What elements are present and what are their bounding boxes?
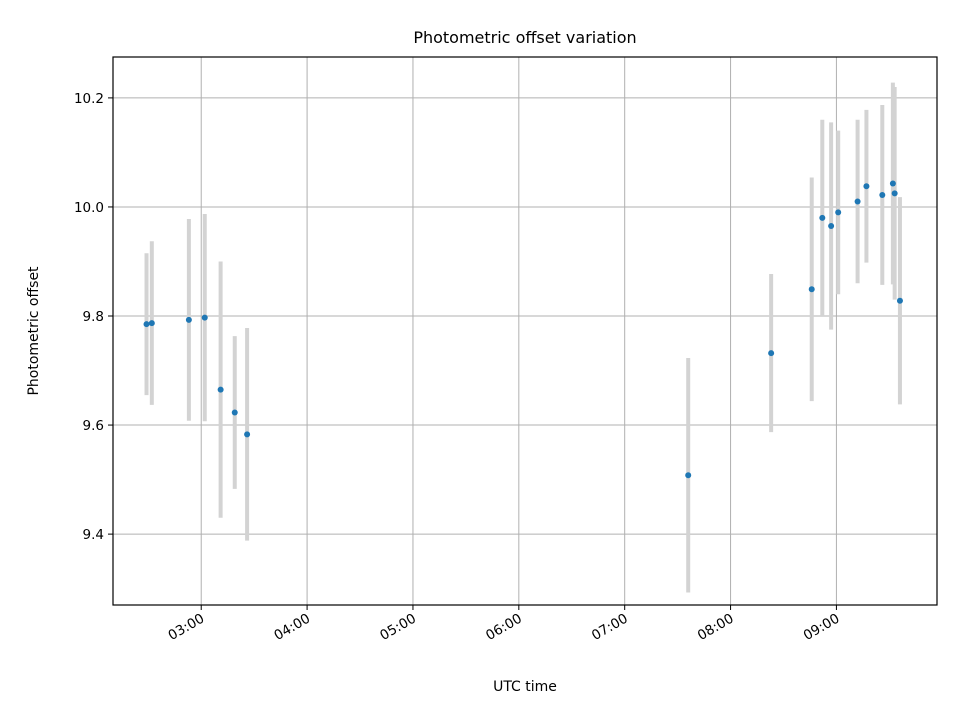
y-tick-label: 10.0 — [74, 200, 104, 216]
data-point — [231, 409, 238, 416]
y-tick-label: 9.6 — [83, 418, 104, 434]
data-point — [863, 183, 870, 190]
data-points — [143, 180, 903, 479]
data-point — [854, 198, 861, 205]
chart-title: Photometric offset variation — [413, 28, 636, 47]
y-tick-label: 9.8 — [83, 309, 104, 325]
data-point — [244, 431, 251, 438]
data-point — [148, 320, 155, 327]
data-point — [201, 314, 208, 321]
data-point — [685, 472, 692, 479]
data-point — [185, 316, 192, 323]
x-axis-label: UTC time — [493, 679, 557, 695]
data-point — [889, 180, 896, 187]
grid — [113, 57, 937, 605]
y-axis-label: Photometric offset — [26, 266, 42, 396]
data-point — [891, 190, 898, 197]
plot-frame — [112, 56, 938, 606]
data-point — [217, 386, 224, 393]
data-point — [896, 297, 903, 304]
y-tick-label: 9.4 — [83, 527, 104, 543]
data-point — [768, 350, 775, 357]
data-point — [819, 214, 826, 221]
data-point — [143, 321, 150, 328]
data-point — [879, 191, 886, 198]
y-axis-ticks: 9.4 9.6 9.8 10.0 10.2 — [74, 91, 113, 543]
y-tick-label: 10.2 — [74, 91, 104, 107]
data-point — [835, 209, 842, 216]
data-point — [828, 223, 835, 230]
data-point — [808, 286, 815, 293]
